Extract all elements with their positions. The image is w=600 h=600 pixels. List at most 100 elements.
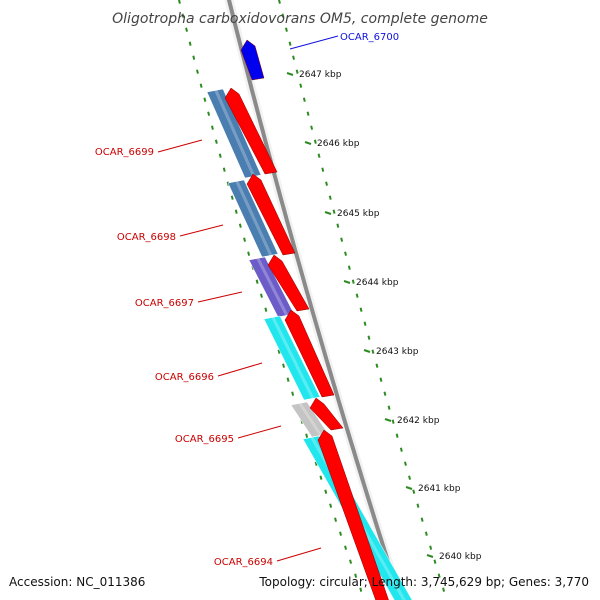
gene-label[interactable]: OCAR_6696 bbox=[155, 372, 214, 383]
map-title: Oligotropha carboxidovorans OM5, complet… bbox=[112, 11, 488, 27]
gene-label[interactable]: OCAR_6697 bbox=[135, 298, 194, 309]
inner-dot bbox=[264, 307, 268, 312]
outer-dot bbox=[317, 153, 321, 158]
outer-dot bbox=[375, 363, 379, 368]
gene-label[interactable]: OCAR_6694 bbox=[214, 557, 273, 568]
outer-dot bbox=[310, 125, 314, 130]
outer-dot bbox=[321, 167, 325, 172]
inner-dot bbox=[195, 69, 199, 74]
outer-dot bbox=[437, 573, 441, 578]
tick-label: 2643 kbp bbox=[376, 347, 419, 357]
gene-leader-line bbox=[289, 35, 339, 50]
inner-dot bbox=[324, 489, 328, 494]
cog-highlight bbox=[298, 403, 323, 436]
cds-arrow bbox=[224, 87, 278, 175]
inner-dot bbox=[203, 97, 207, 102]
tick-label: 2641 kbp bbox=[418, 484, 461, 494]
outer-dot bbox=[313, 139, 317, 144]
tick-mark bbox=[286, 72, 294, 76]
tick-label: 2647 kbp bbox=[299, 70, 342, 80]
tick-dot-tracks bbox=[178, 0, 446, 592]
tick-label: 2645 kbp bbox=[337, 209, 380, 219]
outer-dot bbox=[292, 55, 296, 60]
tick-mark bbox=[324, 211, 332, 215]
inner-dot bbox=[181, 13, 185, 18]
gene-leader-line bbox=[197, 291, 243, 303]
outer-dot bbox=[332, 209, 336, 214]
tick-mark bbox=[304, 141, 312, 145]
gene-leader-line bbox=[157, 139, 203, 153]
outer-dot bbox=[379, 377, 383, 382]
outer-dot bbox=[408, 475, 412, 480]
tick-mark bbox=[405, 486, 413, 490]
outer-dot bbox=[306, 111, 310, 116]
cds-arrow bbox=[267, 254, 310, 312]
backbone-track bbox=[224, 0, 406, 600]
inner-dot bbox=[211, 125, 214, 130]
outer-dot bbox=[328, 195, 332, 200]
inner-dot bbox=[238, 223, 242, 228]
outer-dot bbox=[299, 83, 303, 88]
tick-mark bbox=[426, 554, 434, 558]
tick-mark bbox=[343, 280, 351, 284]
outer-dot bbox=[359, 307, 363, 312]
gene-label[interactable]: OCAR_6695 bbox=[175, 434, 234, 445]
inner-dot bbox=[192, 55, 196, 60]
tick-label: 2644 kbp bbox=[356, 278, 399, 288]
inner-dot bbox=[185, 27, 189, 32]
gene-label[interactable]: OCAR_6699 bbox=[95, 147, 154, 158]
outer-dot bbox=[347, 265, 351, 270]
outer-dot bbox=[295, 69, 299, 74]
outer-dot bbox=[285, 27, 288, 32]
scale-ticks: 2647 kbp 2646 kbp 2645 kbp 2644 kbp 2643 kbp… bbox=[286, 70, 482, 562]
outer-dot bbox=[420, 517, 424, 522]
outer-dot bbox=[288, 41, 292, 46]
inner-dot bbox=[255, 279, 259, 284]
tick-label: 2640 kbp bbox=[439, 552, 482, 562]
outer-dot bbox=[395, 433, 399, 438]
inner-dot bbox=[222, 167, 226, 172]
inner-dot bbox=[260, 293, 263, 298]
outer-dot bbox=[340, 237, 344, 242]
outer-dot bbox=[391, 419, 395, 424]
outer-dot bbox=[351, 279, 355, 284]
outer-dot bbox=[363, 321, 367, 326]
outer-dot bbox=[355, 293, 359, 298]
gene-labels: OCAR_6700 OCAR_6699 OCAR_6698 OCAR_6697 OCAR… bbox=[95, 32, 399, 568]
outer-dot bbox=[404, 461, 407, 466]
tick-mark bbox=[384, 418, 392, 422]
gene-leader-line bbox=[217, 362, 263, 377]
accession-text: Accession: NC_011386 bbox=[9, 575, 145, 589]
cog-segment bbox=[227, 179, 279, 258]
inner-dot bbox=[243, 237, 247, 242]
outer-dot bbox=[412, 489, 416, 494]
gene-label[interactable]: OCAR_6698 bbox=[117, 232, 176, 243]
inner-dot bbox=[218, 153, 222, 158]
inner-dot bbox=[291, 391, 295, 396]
inner-dot bbox=[230, 195, 234, 200]
outer-dot bbox=[344, 251, 348, 256]
tick-label: 2646 kbp bbox=[317, 139, 360, 149]
gene-leader-line bbox=[179, 224, 224, 237]
outer-dot bbox=[442, 587, 446, 592]
inner-dot bbox=[319, 475, 323, 480]
outer-dot bbox=[399, 447, 403, 452]
cog-highlight bbox=[214, 90, 256, 177]
inner-dot bbox=[329, 503, 333, 508]
outer-dot bbox=[383, 391, 387, 396]
inner-dot bbox=[339, 531, 343, 536]
inner-dot bbox=[214, 139, 218, 144]
cds-arrow bbox=[284, 309, 335, 398]
inner-dot bbox=[349, 559, 353, 564]
gene-label[interactable]: OCAR_6700 bbox=[340, 32, 399, 43]
cds-arrow bbox=[309, 397, 344, 431]
cds-arrow bbox=[317, 429, 389, 600]
gene-leader-line bbox=[237, 425, 282, 439]
tick-label: 2642 kbp bbox=[397, 416, 440, 426]
outer-dot bbox=[325, 181, 329, 186]
inner-dot bbox=[247, 251, 251, 256]
outer-dot bbox=[429, 545, 433, 550]
outer-dot bbox=[433, 559, 437, 564]
